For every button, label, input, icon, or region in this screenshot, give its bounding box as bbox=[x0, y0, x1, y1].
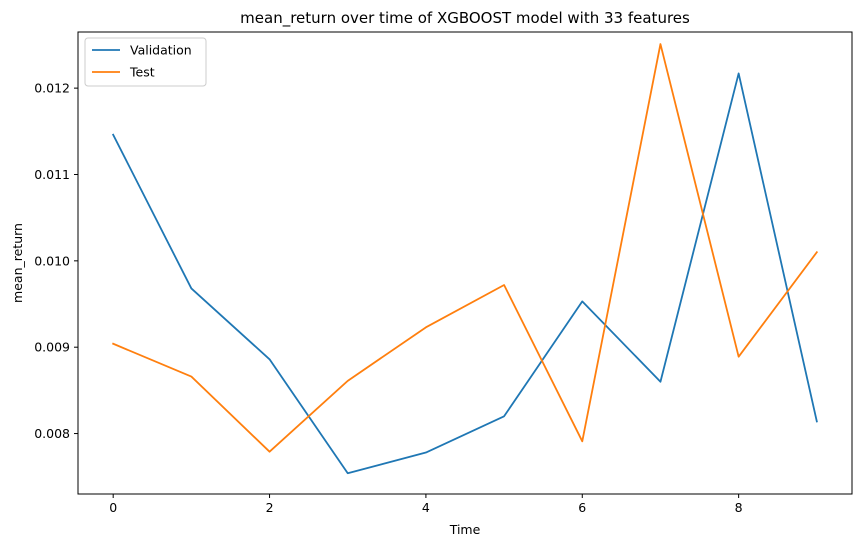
chart-title: mean_return over time of XGBOOST model w… bbox=[240, 9, 690, 28]
y-tick-label: 0.012 bbox=[34, 81, 70, 96]
series-line-test bbox=[112, 43, 819, 453]
x-tick-label: 0 bbox=[109, 500, 117, 515]
y-tick-label: 0.010 bbox=[34, 253, 70, 268]
y-axis-label: mean_return bbox=[10, 223, 25, 303]
x-tick-label: 2 bbox=[266, 500, 274, 515]
legend-label-validation: Validation bbox=[130, 43, 192, 58]
plot-frame bbox=[77, 31, 853, 495]
series-layer bbox=[111, 43, 819, 475]
y-tick-label: 0.011 bbox=[34, 167, 70, 182]
y-tick-label: 0.009 bbox=[34, 340, 70, 355]
y-axis-ticks: 0.008 0.009 0.010 0.011 0.012 bbox=[34, 81, 78, 441]
x-tick-label: 8 bbox=[735, 500, 743, 515]
legend-label-test: Test bbox=[129, 65, 155, 80]
y-tick-label: 0.008 bbox=[34, 426, 70, 441]
legend: Validation Test bbox=[84, 37, 207, 87]
x-axis-ticks: 0 2 4 6 8 bbox=[109, 494, 743, 515]
x-tick-label: 6 bbox=[578, 500, 586, 515]
series-line-validation bbox=[111, 72, 818, 475]
plot-area: 0 2 4 6 8 0.008 0.009 0.010 0.011 0.012 bbox=[34, 31, 853, 515]
x-tick-label: 4 bbox=[422, 500, 430, 515]
x-axis-label: Time bbox=[449, 522, 481, 537]
